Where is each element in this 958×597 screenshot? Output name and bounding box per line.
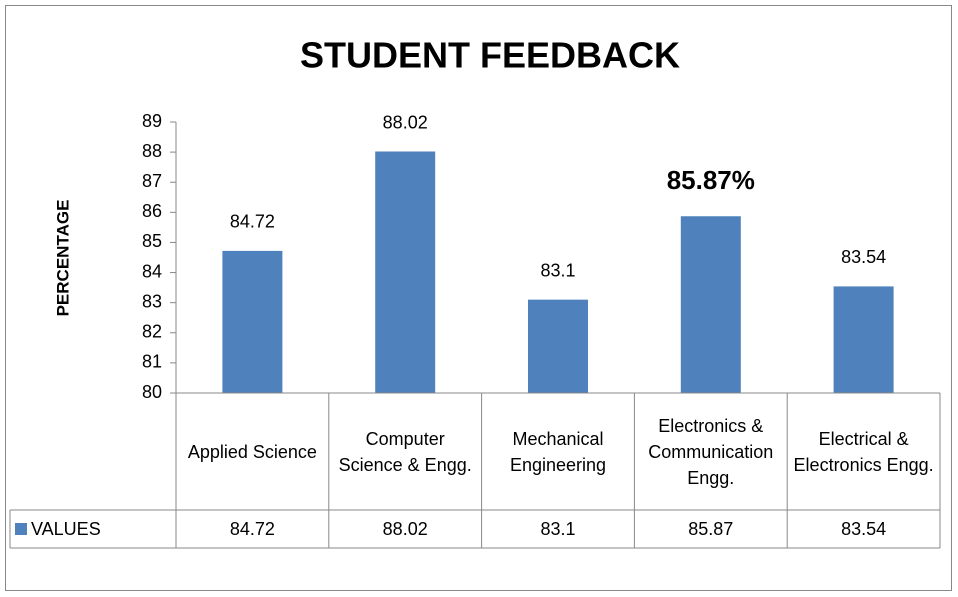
value-label: 83.54 xyxy=(841,247,886,267)
bar xyxy=(680,216,741,393)
y-tick-label: 80 xyxy=(142,382,162,402)
y-tick-label: 85 xyxy=(142,231,162,251)
y-tick-label: 82 xyxy=(142,322,162,342)
y-tick-label: 83 xyxy=(142,291,162,311)
value-label: 84.72 xyxy=(230,212,275,232)
y-tick-label: 86 xyxy=(142,201,162,221)
category-cell: Electronics & Communication Engg. xyxy=(648,415,774,488)
category-cell: Applied Science xyxy=(187,441,317,462)
bar xyxy=(528,299,588,393)
bar xyxy=(833,286,894,393)
y-axis-label: PERCENTAGE xyxy=(53,200,72,317)
table-value: 83.1 xyxy=(540,519,576,539)
value-label: 85.87% xyxy=(667,165,755,195)
table-value: 88.02 xyxy=(382,519,428,539)
category-cell: Mechanical Engineering xyxy=(509,428,607,475)
y-tick-label: 89 xyxy=(142,111,162,131)
chart-title: STUDENT FEEDBACK xyxy=(300,35,680,76)
legend-swatch xyxy=(15,523,27,535)
category-cell: Computer Science & Engg. xyxy=(338,428,472,475)
y-tick-label: 84 xyxy=(142,261,162,281)
bar xyxy=(222,250,283,393)
chart-border xyxy=(5,5,952,591)
y-tick-label: 81 xyxy=(142,352,162,372)
y-tick-label: 87 xyxy=(142,171,162,191)
table-value: 84.72 xyxy=(229,519,275,539)
category-cell: Electrical & Electronics Engg. xyxy=(793,428,934,475)
bar xyxy=(375,151,436,393)
value-label: 88.02 xyxy=(383,112,428,132)
table-value: 83.54 xyxy=(841,519,887,539)
value-label: 83.1 xyxy=(540,260,575,280)
legend-label: VALUES xyxy=(31,519,101,539)
y-tick-label: 88 xyxy=(142,141,162,161)
table-value: 85.87 xyxy=(688,519,734,539)
